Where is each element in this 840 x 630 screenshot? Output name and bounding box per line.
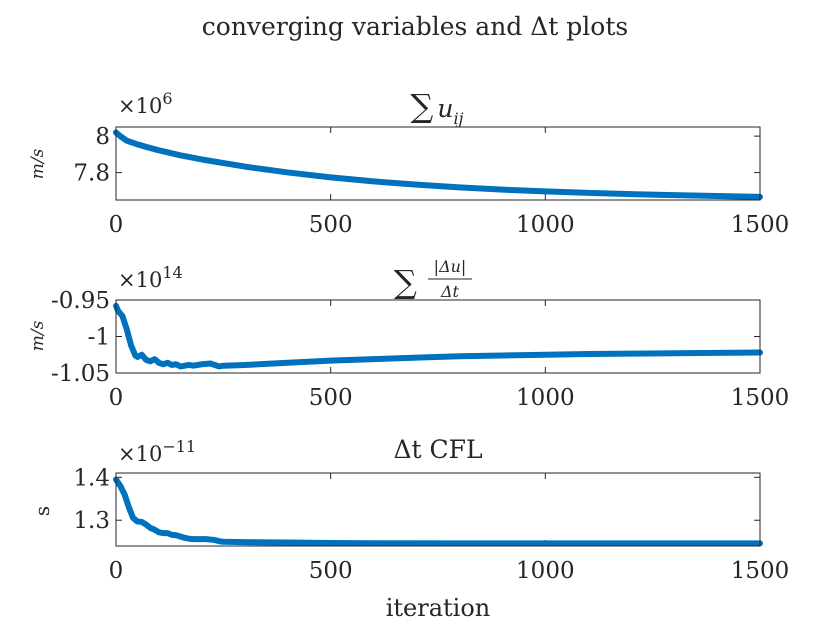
panel-1-axes: 8 7.8 0 500 1000 1500 bbox=[73, 124, 789, 238]
y-tick-label: 1.3 bbox=[73, 508, 110, 534]
y-tick-label: -1.05 bbox=[51, 361, 110, 387]
svg-text:∑: ∑ bbox=[394, 263, 417, 301]
panel-3-exponent: ×10−11 bbox=[118, 437, 196, 466]
svg-text:|Δu|: |Δu| bbox=[434, 257, 467, 276]
panel-2-exponent: ×1014 bbox=[118, 263, 183, 292]
x-tick-label: 1000 bbox=[516, 558, 575, 584]
x-tick-label: 1000 bbox=[516, 385, 575, 411]
y-tick-label: 1.4 bbox=[73, 465, 110, 491]
x-axis-label: iteration bbox=[386, 594, 491, 622]
panel-1-ylabel: m/s bbox=[28, 148, 48, 179]
y-tick-label: -1 bbox=[88, 325, 110, 351]
panel-2-ylabel: m/s bbox=[28, 320, 48, 351]
x-tick-label: 0 bbox=[109, 558, 124, 584]
panel-sum-du-dt: ×1014 ∑ |Δu| Δt m/s -0.95 -1 -1.050 500 1000… bbox=[28, 257, 789, 411]
axes-border-1 bbox=[115, 126, 761, 201]
panel-1-exponent: ×106 bbox=[118, 89, 173, 118]
y-tick-label: 7.8 bbox=[73, 161, 110, 187]
panel-3-title: Δt CFL bbox=[393, 435, 482, 464]
panel-3-ylabel: s bbox=[30, 506, 54, 516]
svg-text:Δt: Δt bbox=[440, 282, 460, 301]
x-tick-label: 500 bbox=[309, 558, 353, 584]
y-tick-label: -0.95 bbox=[51, 288, 110, 314]
svg-text:m/s: m/s bbox=[28, 320, 48, 351]
x-tick-label: 1500 bbox=[731, 385, 790, 411]
axes-border-3 bbox=[115, 472, 761, 547]
axes-border-2 bbox=[115, 299, 761, 374]
panel-1-title: ∑ uij bbox=[410, 87, 463, 128]
x-tick-label: 1500 bbox=[731, 558, 790, 584]
x-tick-label: 0 bbox=[109, 212, 124, 238]
x-tick-label: 500 bbox=[309, 212, 353, 238]
series-line-1 bbox=[113, 129, 763, 200]
panel-2-axes: -0.95 -1 -1.050 500 1000 1500 bbox=[51, 288, 789, 411]
series-line-2 bbox=[113, 302, 763, 370]
series-line-3 bbox=[113, 476, 763, 547]
panel-2-title: ∑ |Δu| Δt bbox=[394, 257, 472, 301]
svg-text:s: s bbox=[30, 506, 54, 516]
y-tick-label: 8 bbox=[95, 124, 110, 150]
x-tick-label: 1000 bbox=[516, 212, 575, 238]
panel-dt-cfl: ×10−11 Δt CFL s 1.4 1.3 0 500 1000 1500 bbox=[30, 435, 789, 584]
panel-3-axes: 1.4 1.3 0 500 1000 1500 bbox=[73, 465, 789, 584]
x-tick-label: 500 bbox=[309, 385, 353, 411]
svg-text:m/s: m/s bbox=[28, 148, 48, 179]
x-tick-label: 0 bbox=[109, 385, 124, 411]
axes-frame-3 bbox=[115, 472, 761, 547]
figure-title: converging variables and Δt plots bbox=[202, 12, 628, 41]
panel-sum-u: ×106 ∑ uij m/s 8 7.8 0 500 1000 1500 bbox=[28, 87, 789, 238]
x-tick-label: 1500 bbox=[731, 212, 790, 238]
